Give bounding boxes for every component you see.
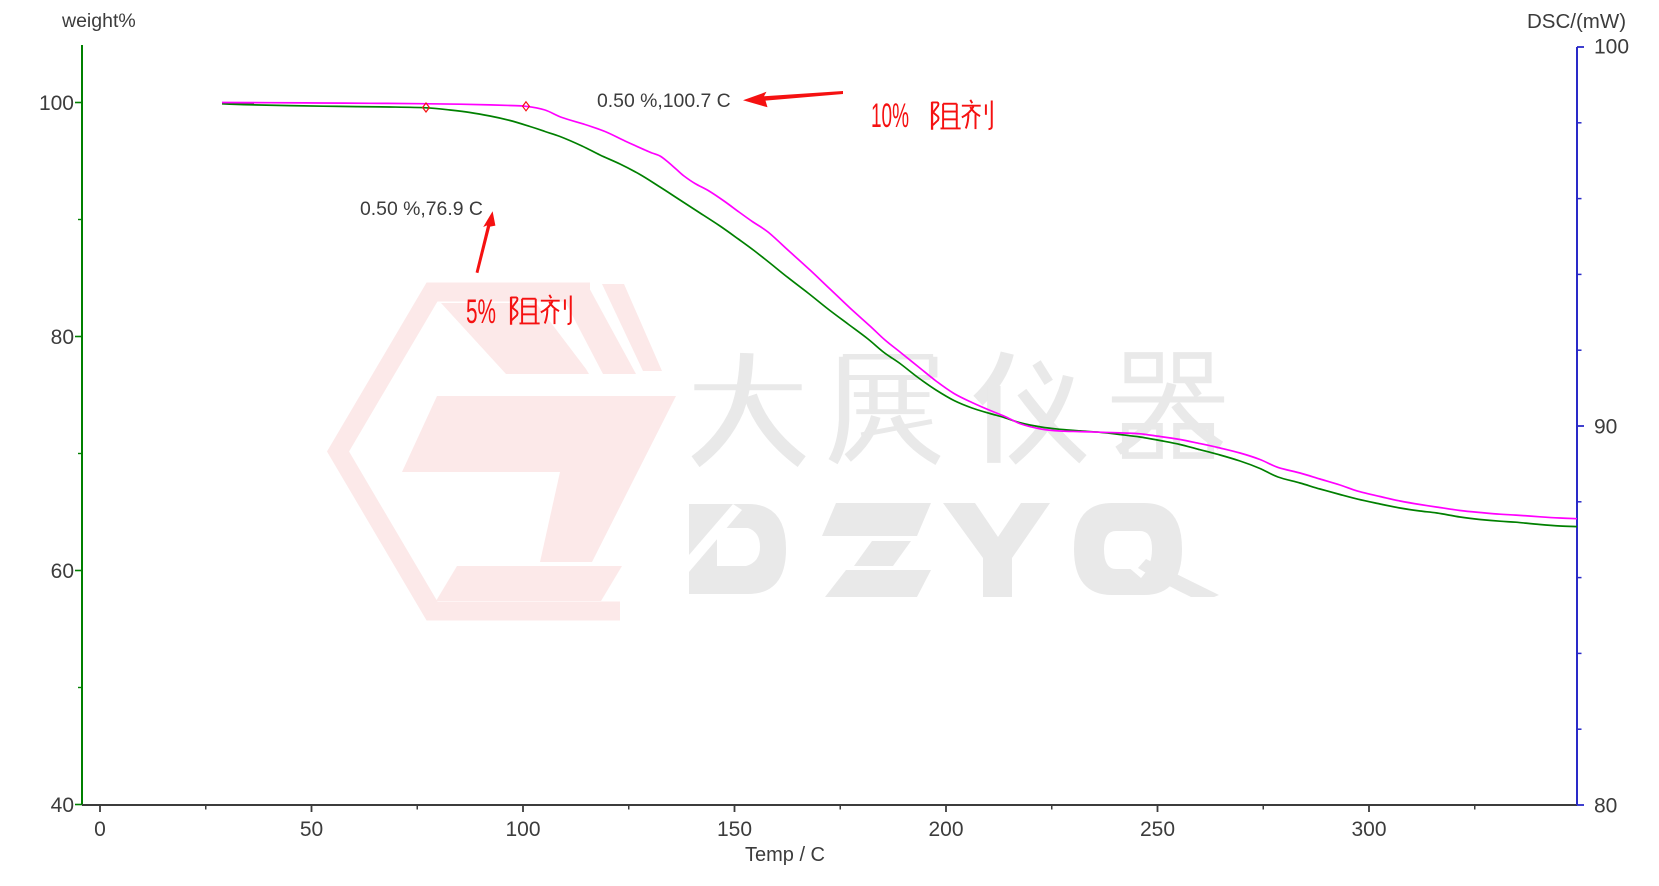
svg-text:80: 80 <box>1594 795 1617 818</box>
svg-text:250: 250 <box>1140 818 1175 841</box>
svg-text:90: 90 <box>1594 416 1617 439</box>
svg-text:100: 100 <box>505 818 540 841</box>
svg-text:50: 50 <box>300 818 323 841</box>
svg-text:0.50 %,100.7 C: 0.50 %,100.7 C <box>597 90 731 112</box>
svg-text:Temp / C: Temp / C <box>745 844 825 866</box>
svg-text:0.50 %,76.9 C: 0.50 %,76.9 C <box>360 198 483 220</box>
svg-text:100: 100 <box>39 92 74 115</box>
svg-text:weight%: weight% <box>61 10 136 32</box>
svg-text:100: 100 <box>1594 36 1629 59</box>
svg-text:0: 0 <box>94 818 106 841</box>
svg-text:40: 40 <box>51 794 74 817</box>
svg-text:200: 200 <box>928 818 963 841</box>
svg-text:5%: 5% <box>466 293 496 331</box>
svg-text:10%: 10% <box>871 97 909 135</box>
svg-text:DSC/(mW): DSC/(mW) <box>1527 10 1626 33</box>
svg-text:60: 60 <box>51 560 74 583</box>
svg-text:300: 300 <box>1351 818 1386 841</box>
svg-text:80: 80 <box>51 326 74 349</box>
svg-text:150: 150 <box>717 818 752 841</box>
